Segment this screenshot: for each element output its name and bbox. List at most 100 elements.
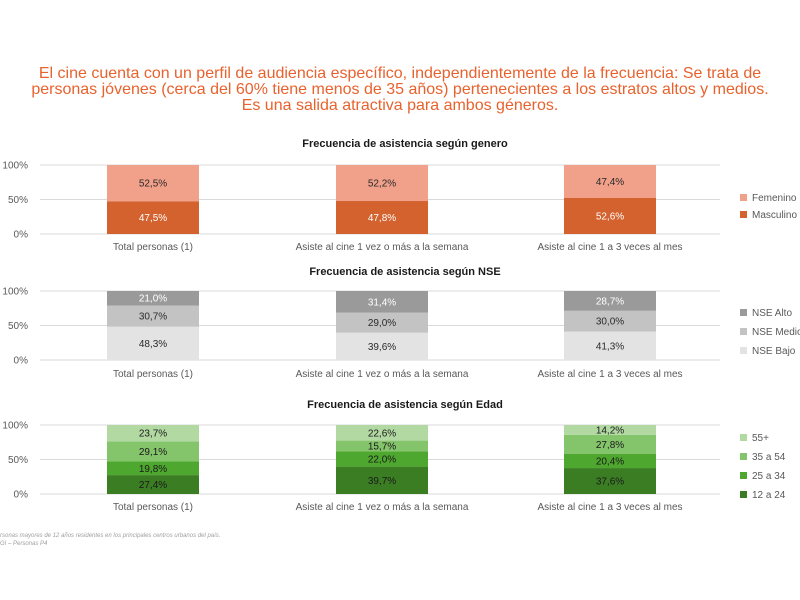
chart-3-ytick-label: 0% <box>14 490 29 501</box>
chart-2-data-label: 30,7% <box>139 312 167 323</box>
chart-2-bar-segment <box>107 305 199 327</box>
chart-1-data-label: 52,2% <box>368 179 396 190</box>
chart-3-bar-segment <box>336 451 428 467</box>
chart-2-data-label: 39,6% <box>368 342 396 353</box>
chart-1-ytick-label: 50% <box>8 195 28 206</box>
footnotes: rsonas mayores de 12 años residentes en … <box>0 532 220 548</box>
chart-1-legend-swatch <box>740 211 747 218</box>
chart-3-bar-segment <box>564 468 656 494</box>
chart-1-bar-segment <box>564 197 656 234</box>
chart-3-title: Frecuencia de asistencia según Edad <box>307 399 503 411</box>
chart-2-bar-segment <box>336 332 428 360</box>
chart-1-data-label: 47,5% <box>139 213 167 224</box>
chart-3-ytick-label: 50% <box>8 455 28 466</box>
chart-2-bar-segment <box>107 291 199 306</box>
chart-2-data-label: 28,7% <box>596 296 624 307</box>
headline-line-2: personas jóvenes (cerca del 60% tiene me… <box>31 81 769 98</box>
chart-1-data-label: 47,4% <box>596 177 624 188</box>
chart-3-legend-swatch <box>740 434 747 441</box>
chart-1-data-label: 52,6% <box>596 211 624 222</box>
chart-1-data-label: 52,5% <box>139 179 167 190</box>
chart-1-legend-swatch <box>740 194 747 201</box>
chart-3-legend-label: 55+ <box>752 433 769 444</box>
chart-2-bar-segment <box>107 326 199 360</box>
chart-3-legend-swatch <box>740 472 747 479</box>
chart-3-ytick-label: 100% <box>2 421 28 432</box>
chart-2-data-label: 29,0% <box>368 318 396 329</box>
chart-3-data-label: 20,4% <box>596 457 624 468</box>
chart-2-data-label: 31,4% <box>368 297 396 308</box>
chart-1-bar-segment <box>107 201 199 234</box>
chart-2-data-label: 21,0% <box>139 294 167 305</box>
chart-3-bar-segment <box>107 425 199 442</box>
chart-3-data-label: 22,6% <box>368 428 396 439</box>
chart-3-legend-label: 12 a 24 <box>752 490 786 501</box>
chart-2-bar-segment <box>564 291 656 311</box>
chart-1-ytick-label: 0% <box>14 230 29 241</box>
footnote-2: GI – Personas P4 <box>0 541 48 547</box>
chart-2-category-label: Total personas (1) <box>113 369 193 380</box>
chart-3-data-label: 27,4% <box>139 480 167 491</box>
headline-line-1: El cine cuenta con un perfil de audienci… <box>38 65 762 82</box>
chart-2-bar-segment <box>336 291 428 313</box>
chart-1-ytick-label: 100% <box>2 161 28 172</box>
chart-3-data-label: 29,1% <box>139 447 167 458</box>
chart-2-legend-swatch <box>740 347 747 354</box>
chart-3-bar-segment <box>107 475 199 494</box>
chart-2-legend-swatch <box>740 328 747 335</box>
chart-2-category-label: Asiste al cine 1 a 3 veces al mes <box>537 369 682 380</box>
chart-3-data-label: 39,7% <box>368 476 396 487</box>
chart-2-legend-label: NSE Alto <box>752 308 792 319</box>
chart-3-bar-segment <box>107 461 199 476</box>
chart-3-data-label: 15,7% <box>368 442 396 453</box>
chart-1-bar-segment <box>336 201 428 234</box>
chart-2-bar-segment <box>564 331 656 360</box>
chart-2-legend-swatch <box>740 309 747 316</box>
chart-3-bar-segment <box>564 453 656 469</box>
chart-2-data-label: 48,3% <box>139 339 167 350</box>
chart-2-data-label: 41,3% <box>596 341 624 352</box>
chart-1-bar-segment <box>564 165 656 198</box>
chart-3-legend-label: 25 a 34 <box>752 471 786 482</box>
chart-2-bar-segment <box>336 312 428 333</box>
chart-3-bar-segment <box>107 441 199 462</box>
chart-3-data-label: 19,8% <box>139 464 167 475</box>
chart-2-ytick-label: 50% <box>8 321 28 332</box>
chart-1-category-label: Asiste al cine 1 a 3 veces al mes <box>537 242 682 253</box>
chart-2-legend-label: NSE Medio <box>752 327 800 338</box>
chart-3-category-label: Total personas (1) <box>113 502 193 513</box>
chart-3-bar-segment <box>336 425 428 441</box>
chart-3-data-label: 37,6% <box>596 477 624 488</box>
chart-1-legend-label: Femenino <box>752 193 797 204</box>
chart-3-data-label: 27,8% <box>596 440 624 451</box>
chart-2-bar-segment <box>564 310 656 332</box>
chart-3-bar-segment <box>564 425 656 435</box>
headline: El cine cuenta con un perfil de audienci… <box>10 66 790 114</box>
chart-1-category-label: Asiste al cine 1 vez o más a la semana <box>296 242 469 253</box>
chart-3-data-label: 23,7% <box>139 429 167 440</box>
chart-1-bar-segment <box>107 165 199 202</box>
chart-2-ytick-label: 0% <box>14 356 29 367</box>
chart-3-legend-label: 35 a 54 <box>752 452 786 463</box>
chart-1-data-label: 47,8% <box>368 213 396 224</box>
chart-2-ytick-label: 100% <box>2 287 28 298</box>
headline-line-3: Es una salida atractiva para ambos géner… <box>241 97 559 114</box>
chart-3-category-label: Asiste al cine 1 vez o más a la semana <box>296 502 469 513</box>
chart-3-bar-segment <box>564 434 656 454</box>
chart-2-legend-label: NSE Bajo <box>752 346 796 357</box>
chart-1-bar-segment <box>336 165 428 202</box>
chart-3-data-label: 14,2% <box>596 425 624 436</box>
chart-3-legend-swatch <box>740 491 747 498</box>
chart-3-category-label: Asiste al cine 1 a 3 veces al mes <box>537 502 682 513</box>
chart-3-bar-segment <box>336 466 428 494</box>
chart-1-category-label: Total personas (1) <box>113 242 193 253</box>
chart-3-bar-segment <box>336 440 428 452</box>
chart-2-title: Frecuencia de asistencia según NSE <box>309 266 500 278</box>
chart-2-data-label: 30,0% <box>596 317 624 328</box>
chart-1-legend-label: Masculino <box>752 210 797 221</box>
chart-3-data-label: 22,0% <box>368 455 396 466</box>
chart-3-legend-swatch <box>740 453 747 460</box>
footnote-1: rsonas mayores de 12 años residentes en … <box>0 533 221 539</box>
chart-2-category-label: Asiste al cine 1 vez o más a la semana <box>296 369 469 380</box>
